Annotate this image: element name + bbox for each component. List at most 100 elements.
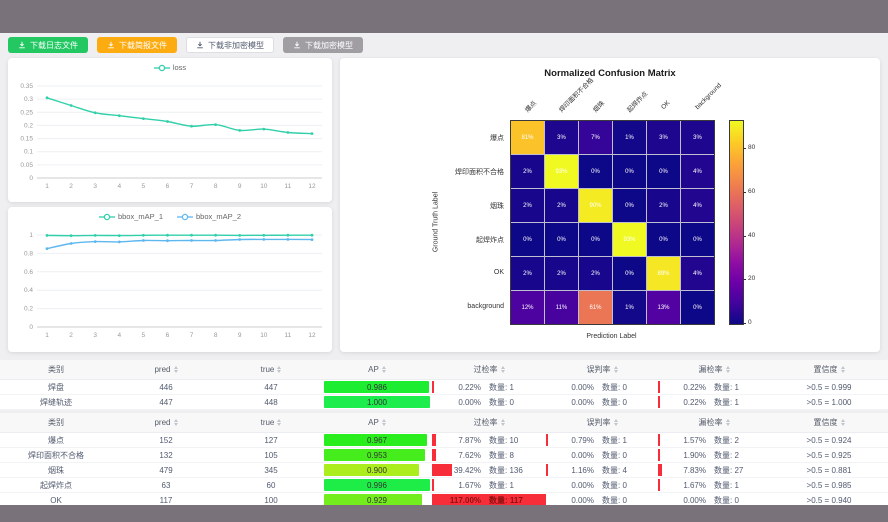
- svg-text:5: 5: [142, 332, 146, 339]
- column-header-true[interactable]: true: [220, 413, 322, 432]
- matrix-cell: 81%: [511, 121, 544, 154]
- svg-text:0.2: 0.2: [24, 122, 33, 129]
- matrix-cell: 0%: [579, 155, 612, 188]
- matrix-cell: 4%: [681, 155, 714, 188]
- svg-text:11: 11: [285, 332, 292, 339]
- table-header: 类别 pred true AP 过检率 误判率 漏检率 置信度: [0, 360, 888, 380]
- ap-bar: [324, 464, 420, 476]
- svg-text:10: 10: [260, 183, 268, 190]
- defect-summary-table: 类别 pred true AP 过检率 误判率 漏检率 置信度 爆点 152 127 0.967 7.8…: [0, 413, 888, 508]
- sort-icon: [613, 366, 618, 373]
- overdetect-rate-cell: 1.67% 数量: 1: [432, 478, 546, 492]
- column-header-置信度[interactable]: 置信度: [770, 413, 888, 432]
- matrix-cell: 1%: [613, 121, 646, 154]
- svg-text:0.25: 0.25: [20, 109, 33, 116]
- confusion-matrix-card: Normalized Confusion Matrix 81% 3% 7% 1% 3% 3…: [340, 58, 880, 352]
- miss-rate-cell: 0.22% 数量: 1: [658, 380, 770, 394]
- column-header-误判率[interactable]: 误判率: [546, 360, 658, 379]
- matrix-cell: 2%: [511, 155, 544, 188]
- pred-cell: 479: [159, 465, 173, 475]
- misjudge-rate-cell: 0.00% 数量: 0: [571, 450, 627, 460]
- legend-marker-icon: [177, 213, 193, 220]
- sort-icon: [277, 366, 282, 373]
- matrix-cell: 0%: [681, 223, 714, 256]
- overdetect-rate-cell: 0.22% 数量: 1: [432, 380, 546, 394]
- download-button-2[interactable]: 下载非加密模型: [186, 37, 274, 53]
- matrix-cell: 90%: [579, 189, 612, 222]
- column-header-置信度[interactable]: 置信度: [770, 360, 888, 379]
- legend-item-bbox_mAP_2[interactable]: bbox_mAP_2: [177, 212, 241, 221]
- svg-text:0: 0: [29, 175, 33, 182]
- ap-bar: [324, 434, 427, 446]
- confusion-matrix-grid: 81% 3% 7% 1% 3% 3% 2% 93% 0% 0% 0% 4% 2% 2% 90% 0% 2% 4% 0…: [510, 120, 715, 325]
- column-header-pred[interactable]: pred: [112, 413, 220, 432]
- ground-truth-axis-label: Ground Truth Label: [432, 191, 440, 252]
- matrix-cell: 2%: [545, 257, 578, 290]
- confidence-cell: >0.5 = 0.940: [806, 495, 852, 505]
- svg-text:12: 12: [308, 332, 316, 339]
- column-header-误判率[interactable]: 误判率: [546, 413, 658, 432]
- ap-bar: [324, 381, 429, 393]
- matrix-cell: 2%: [545, 189, 578, 222]
- matrix-cell: 0%: [511, 223, 544, 256]
- class-label-cell: 起焊炸点: [40, 480, 72, 490]
- confidence-cell: >0.5 = 0.924: [806, 435, 852, 445]
- ap-cell: 0.986: [322, 380, 432, 394]
- miss-rate-bar: [658, 396, 660, 408]
- miss-rate-cell: 1.90% 数量: 2: [658, 448, 770, 462]
- true-cell: 448: [264, 397, 278, 407]
- matrix-cell: 13%: [647, 291, 680, 324]
- svg-text:1: 1: [29, 232, 33, 239]
- svg-text:6: 6: [166, 332, 170, 339]
- pred-cell: 63: [161, 480, 171, 490]
- matrix-cell: 4%: [681, 257, 714, 290]
- legend-item-loss[interactable]: loss: [153, 63, 186, 72]
- svg-text:2: 2: [69, 183, 73, 190]
- overdetect-rate-bar: [432, 434, 436, 446]
- column-header-漏检率[interactable]: 漏检率: [658, 360, 770, 379]
- legend-item-bbox_mAP_1[interactable]: bbox_mAP_1: [98, 212, 163, 221]
- download-icon: [108, 41, 114, 49]
- overdetect-rate-bar: [432, 494, 546, 506]
- ap-cell: 0.996: [322, 478, 432, 492]
- column-header-pred[interactable]: pred: [112, 360, 220, 379]
- ap-bar: [324, 396, 430, 408]
- confidence-cell: >0.5 = 1.000: [806, 397, 852, 407]
- svg-text:4: 4: [117, 183, 121, 190]
- matrix-row-label: background: [467, 302, 504, 310]
- sort-icon: [381, 366, 386, 373]
- ap-bar: [324, 449, 426, 461]
- svg-text:0.3: 0.3: [24, 96, 33, 103]
- bbox-map-chart-legend: bbox_mAP_1 bbox_mAP_2: [8, 212, 332, 221]
- download-button-3[interactable]: 下载加密模型: [283, 37, 363, 53]
- column-header-过检率[interactable]: 过检率: [432, 360, 546, 379]
- svg-text:7: 7: [190, 332, 194, 339]
- sort-icon: [500, 366, 505, 373]
- column-header-AP[interactable]: AP: [322, 413, 432, 432]
- column-header-true[interactable]: true: [220, 360, 322, 379]
- table-row: 爆点 152 127 0.967 7.87% 数量: 10 0.79% 数量: 1 1.57% 数…: [0, 433, 888, 448]
- bbox-map-line-chart: 00.20.40.60.811 2 3 4 5 6 7 8 9 10 11 12: [24, 232, 322, 339]
- class-label-cell: 烟珠: [48, 465, 64, 475]
- matrix-cell: 0%: [681, 291, 714, 324]
- table-row: 焊印面积不合格 132 105 0.953 7.62% 数量: 8 0.00% 数量: 0 1.…: [0, 448, 888, 463]
- matrix-col-label: 起焊炸点: [625, 90, 649, 114]
- colorbar-tick: 80: [748, 144, 756, 152]
- overdetect-rate-bar: [432, 464, 452, 476]
- svg-text:10: 10: [260, 332, 268, 339]
- table-row: 焊缝轨迹 447 448 1.000 0.00% 数量: 0 0.00% 数量: 0 0.22%…: [0, 395, 888, 410]
- miss-rate-bar: [658, 449, 660, 461]
- column-header-漏检率[interactable]: 漏检率: [658, 413, 770, 432]
- ap-cell: 0.953: [322, 448, 432, 462]
- sort-icon: [840, 366, 845, 373]
- class-label-cell: OK: [50, 495, 62, 505]
- svg-text:1: 1: [45, 332, 49, 339]
- download-button-0[interactable]: 下载日志文件: [8, 37, 88, 53]
- column-header-AP[interactable]: AP: [322, 360, 432, 379]
- pred-cell: 446: [159, 382, 173, 392]
- download-button-1[interactable]: 下载简报文件: [97, 37, 177, 53]
- ap-bar: [324, 494, 423, 506]
- prediction-axis-label: Prediction Label: [586, 333, 637, 340]
- svg-text:3: 3: [93, 183, 97, 190]
- column-header-过检率[interactable]: 过检率: [432, 413, 546, 432]
